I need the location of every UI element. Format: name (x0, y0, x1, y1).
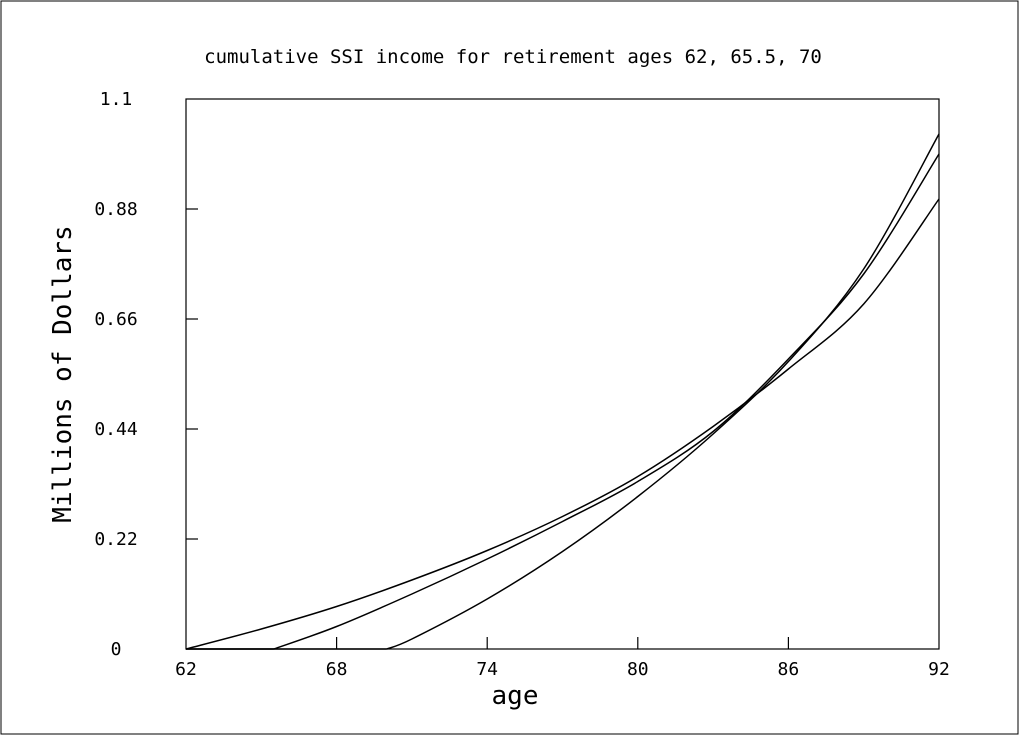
axis-ticks: 62 68 74 80 86 92 0 0.22 0.44 0.66 0.88 1.1 (94, 89, 950, 680)
y-tick-label: 0 (111, 639, 122, 660)
y-tick-label: 0.22 (94, 529, 137, 550)
chart-title: cumulative SSI income for retirement age… (204, 46, 822, 68)
y-tick-label: 0.44 (94, 419, 137, 440)
x-tick-label: 62 (175, 659, 197, 680)
series-group (185, 133, 940, 650)
series-1-line (273, 153, 940, 650)
series-2-line (386, 133, 940, 650)
y-tick-label: 1.1 (100, 89, 133, 110)
y-axis-label: Millions of Dollars (48, 225, 78, 522)
series-0-line (185, 198, 940, 650)
y-tick-label: 0.88 (94, 199, 137, 220)
x-tick-label: 74 (476, 659, 498, 680)
x-tick-label: 68 (326, 659, 348, 680)
x-tick-label: 80 (627, 659, 649, 680)
x-tick-label: 86 (778, 659, 800, 680)
x-tick-label: 92 (928, 659, 950, 680)
y-tick-label: 0.66 (94, 309, 137, 330)
x-axis-label: age (492, 681, 539, 711)
plot-area (185, 98, 940, 650)
